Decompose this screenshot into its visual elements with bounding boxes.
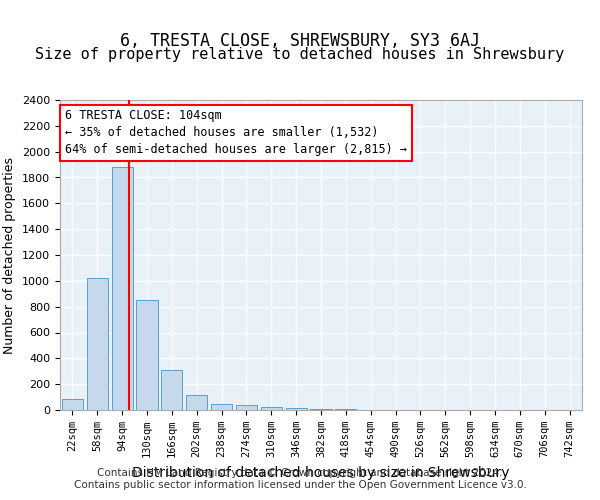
Text: Size of property relative to detached houses in Shrewsbury: Size of property relative to detached ho… (35, 48, 565, 62)
Bar (310, 409, 332, 410)
Text: Contains HM Land Registry data © Crown copyright and database right 2024.
Contai: Contains HM Land Registry data © Crown c… (74, 468, 526, 490)
Bar (236, 405, 257, 410)
Bar (87, 278, 108, 410)
Bar (112, 167, 133, 410)
Bar (161, 370, 182, 410)
Bar (186, 394, 207, 410)
X-axis label: Distribution of detached houses by size in Shrewsbury: Distribution of detached houses by size … (132, 466, 510, 479)
Bar (136, 300, 158, 410)
Text: 6 TRESTA CLOSE: 104sqm
← 35% of detached houses are smaller (1,532)
64% of semi-: 6 TRESTA CLOSE: 104sqm ← 35% of detached… (65, 110, 407, 156)
Y-axis label: Number of detached properties: Number of detached properties (4, 156, 16, 354)
Bar (286, 408, 307, 410)
Bar (261, 407, 282, 410)
Bar (62, 399, 83, 410)
Text: 6, TRESTA CLOSE, SHREWSBURY, SY3 6AJ: 6, TRESTA CLOSE, SHREWSBURY, SY3 6AJ (120, 32, 480, 50)
Bar (211, 404, 232, 410)
